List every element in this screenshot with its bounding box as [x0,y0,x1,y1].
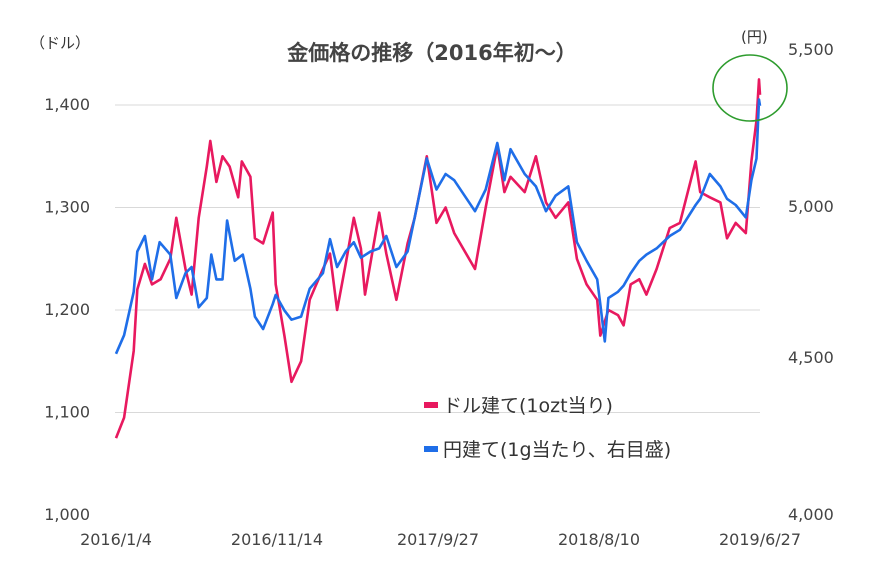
legend-label-jpy: 円建て(1g当たり、右目盛) [443,439,671,461]
left-axis-ticks: 1,000 1,100 1,200 1,300 1,400 [44,95,90,524]
x-tick-label: 2017/9/27 [397,530,479,549]
right-tick-label: 4,000 [788,505,834,524]
legend-label-usd: ドル建て(1ozt当り) [443,395,613,417]
right-tick-label: 5,500 [788,40,834,59]
left-tick-label: 1,200 [44,300,90,319]
x-tick-label: 2016/11/14 [231,530,323,549]
x-tick-label: 2016/1/4 [80,530,152,549]
right-axis-unit: (円) [741,28,768,46]
left-tick-label: 1,400 [44,95,90,114]
highlight-circle [712,54,788,122]
legend: ドル建て(1ozt当り) 円建て(1g当たり、右目盛) [424,395,671,461]
left-axis-unit: （ドル） [30,34,90,52]
legend-swatch-usd [424,402,438,408]
left-tick-label: 1,000 [44,505,90,524]
chart-title: 金価格の推移（2016年初～） [286,41,576,65]
legend-swatch-jpy [424,446,438,452]
right-tick-label: 5,000 [788,197,834,216]
x-axis-ticks: 2016/1/4 2016/11/14 2017/9/27 2018/8/10 … [80,530,801,549]
series-line-jpy [114,98,762,355]
gridlines [115,104,760,413]
right-tick-label: 4,500 [788,348,834,367]
series-layer [114,78,762,439]
left-tick-label: 1,100 [44,403,90,422]
left-tick-label: 1,300 [44,198,90,217]
right-axis-ticks: 4,000 4,500 5,000 5,500 [788,40,834,524]
x-tick-label: 2018/8/10 [558,530,640,549]
x-tick-label: 2019/6/27 [719,530,801,549]
